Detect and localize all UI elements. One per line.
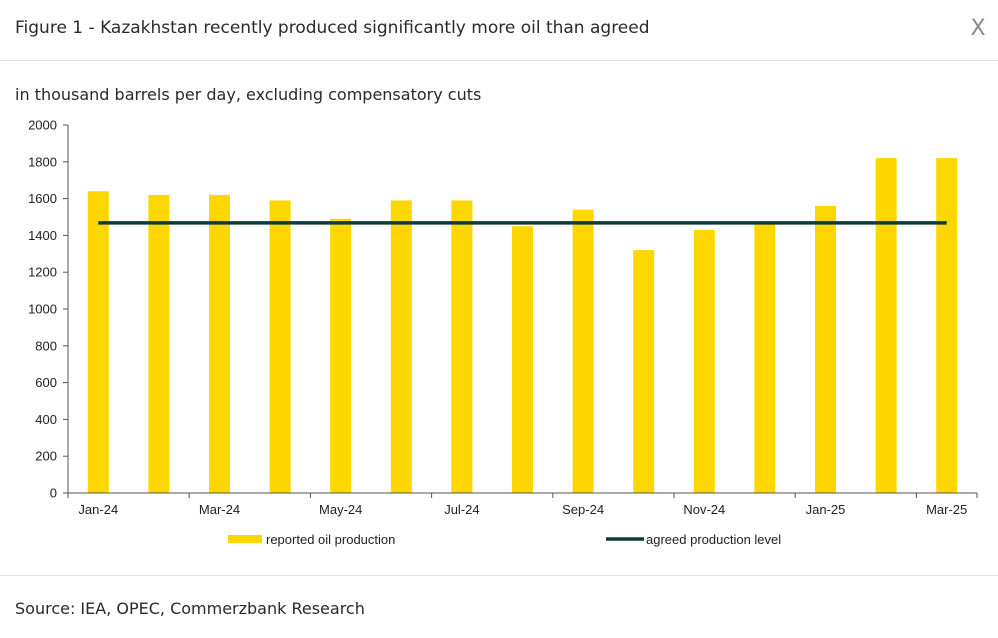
y-tick-label: 1000 [28,302,57,317]
x-tick-label: May-24 [319,502,362,517]
y-tick-label: 200 [35,449,57,464]
x-tick-label: Sep-24 [562,502,604,517]
legend-label: agreed production level [646,532,781,547]
y-tick-label: 400 [35,412,57,427]
y-tick-label: 800 [35,338,57,353]
footer-divider [0,575,998,576]
y-tick-label: 0 [50,486,57,501]
legend-label: reported oil production [266,532,395,547]
source-note: Source: IEA, OPEC, Commerzbank Research [15,599,365,618]
y-axis: 0 200 400 600 800 1000 1200 1400 1600 1800 2000 [28,118,69,501]
bar-series [87,158,958,494]
figure-title: Figure 1 - Kazakhstan recently produced … [15,18,650,38]
bar [330,218,352,493]
y-tick-label: 1200 [28,265,57,280]
y-tick-label: 600 [35,375,57,390]
chart-subtitle: in thousand barrels per day, excluding c… [15,85,482,104]
x-tick-label: Jul-24 [444,502,479,517]
y-tick-label: 2000 [28,118,57,133]
legend: reported oil production agreed production… [228,532,781,547]
x-tick-label: Nov-24 [683,502,725,517]
y-tick-label: 1600 [28,191,57,206]
x-tick-label: Mar-25 [926,502,967,517]
bar [209,194,230,494]
bar [754,222,776,493]
bar [87,191,109,494]
y-tick-label: 1800 [28,154,57,169]
bar [693,229,715,493]
x-axis: Jan-24 Mar-24 May-24 Jul-24 Sep-24 Nov-24 Jan-… [67,492,978,517]
figure-header: Figure 1 - Kazakhstan recently produced … [0,0,998,61]
x-tick-label: Jan-24 [78,502,118,517]
bar [269,200,291,493]
chart: 0 200 400 600 800 1000 1200 1400 1600 1800 2000 Ja… [28,118,978,547]
bar [936,158,958,493]
bar [633,250,655,493]
bar [512,226,533,493]
bar [572,209,594,493]
bar [451,200,473,493]
bar [875,158,897,493]
close-icon[interactable]: X [970,16,986,41]
bar [390,200,412,493]
bar [815,205,836,493]
bar [148,194,170,494]
x-tick-label: Mar-24 [199,502,240,517]
y-tick-label: 1400 [28,228,57,243]
x-tick-label: Jan-25 [806,502,846,517]
legend-swatch-bar [228,535,262,543]
